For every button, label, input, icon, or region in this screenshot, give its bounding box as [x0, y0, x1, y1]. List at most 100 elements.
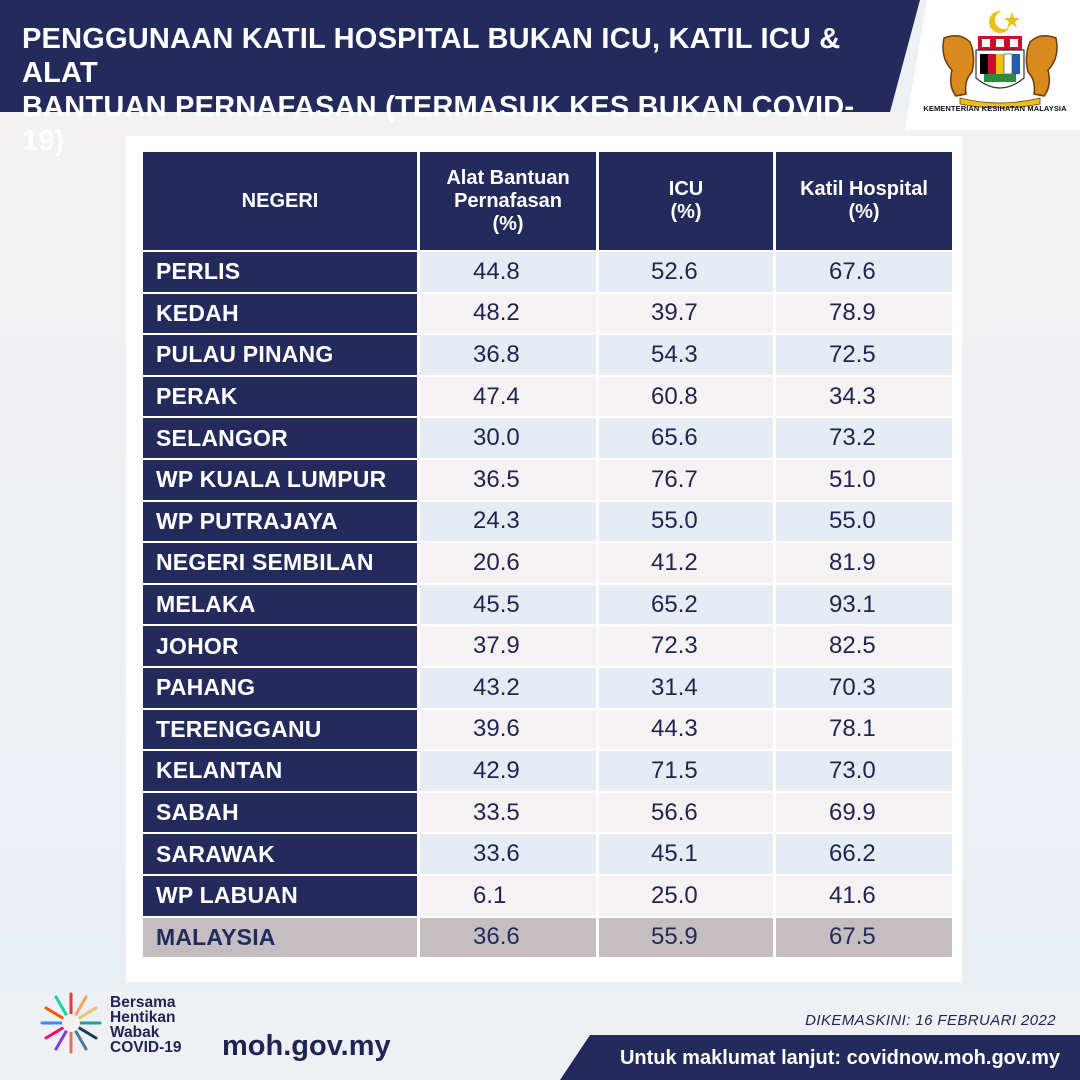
icu-value: 55.0	[651, 507, 698, 535]
table-header-row: NEGERI Alat Bantuan Pernafasan (%) ICU (…	[143, 152, 952, 250]
icu-value: 41.2	[651, 548, 698, 576]
hospital-cell: 73.2	[776, 418, 952, 458]
table-row: NEGERI SEMBILAN 20.6 41.2 81.9	[143, 543, 952, 583]
ventilator-cell: 30.0	[420, 418, 596, 458]
table-row: WP PUTRAJAYA 24.3 55.0 55.0	[143, 501, 952, 542]
icu-value: 65.2	[651, 590, 698, 618]
total-hospital-cell: 67.5	[776, 917, 952, 958]
state-cell: PAHANG	[143, 667, 417, 708]
more-info-link[interactable]: Untuk maklumat lanjut: covidnow.moh.gov.…	[619, 1047, 1060, 1069]
hospital-value: 41.6	[829, 881, 876, 909]
icu-value: 31.4	[651, 673, 698, 701]
icu-cell: 72.3	[599, 626, 773, 666]
table-row: JOHOR 37.9 72.3 82.5	[143, 626, 952, 666]
hospital-value: 93.1	[829, 590, 876, 618]
hospital-cell: 78.9	[776, 293, 952, 334]
ventilator-value: 43.2	[473, 673, 520, 701]
hospital-cell: 70.3	[776, 667, 952, 708]
table-row: PERLIS 44.8 52.6 67.6	[143, 252, 952, 292]
icu-value: 56.6	[651, 798, 698, 826]
state-cell: MELAKA	[143, 584, 417, 625]
icu-cell: 31.4	[599, 667, 773, 708]
hospital-cell: 67.6	[776, 252, 952, 292]
hospital-value: 81.9	[829, 548, 876, 576]
icu-cell: 45.1	[599, 834, 773, 874]
header-ventilator: Alat Bantuan Pernafasan (%)	[420, 152, 596, 250]
table-row: SABAH 33.5 56.6 69.9	[143, 792, 952, 833]
ventilator-value: 20.6	[473, 548, 520, 576]
hospital-value: 34.3	[829, 382, 876, 410]
table-row: WP KUALA LUMPUR 36.5 76.7 51.0	[143, 459, 952, 500]
icu-cell: 52.6	[599, 252, 773, 292]
state-cell: PERAK	[143, 376, 417, 417]
state-cell: SARAWAK	[143, 834, 417, 874]
hospital-cell: 72.5	[776, 335, 952, 375]
hospital-value: 73.2	[829, 424, 876, 452]
ventilator-value: 45.5	[473, 590, 520, 618]
hospital-value: 72.5	[829, 340, 876, 368]
hospital-cell: 41.6	[776, 875, 952, 916]
ventilator-value: 24.3	[473, 507, 520, 535]
hospital-cell: 55.0	[776, 501, 952, 542]
hospital-cell: 34.3	[776, 376, 952, 417]
hospital-cell: 73.0	[776, 751, 952, 791]
icu-cell: 65.6	[599, 418, 773, 458]
ventilator-value: 33.6	[473, 840, 520, 868]
icu-value: 45.1	[651, 840, 698, 868]
ventilator-value: 36.5	[473, 465, 520, 493]
campaign-line-2: Hentikan	[110, 1009, 176, 1026]
icu-cell: 41.2	[599, 543, 773, 583]
icu-value: 54.3	[651, 340, 698, 368]
header-state: NEGERI	[143, 152, 417, 250]
hospital-cell: 69.9	[776, 792, 952, 833]
ventilator-cell: 44.8	[420, 252, 596, 292]
icu-cell: 54.3	[599, 335, 773, 375]
ministry-name: KEMENTERIAN KESIHATAN MALAYSIA	[923, 104, 1067, 113]
hospital-cell: 93.1	[776, 584, 952, 625]
ventilator-cell: 36.5	[420, 459, 596, 500]
total-icu-value: 55.9	[651, 923, 698, 951]
icu-value: 76.7	[651, 465, 698, 493]
icu-value: 52.6	[651, 257, 698, 285]
total-state-cell: MALAYSIA	[143, 917, 417, 958]
ventilator-cell: 33.5	[420, 792, 596, 833]
state-cell: WP PUTRAJAYA	[143, 501, 417, 542]
ventilator-cell: 37.9	[420, 626, 596, 666]
table-row: TERENGGANU 39.6 44.3 78.1	[143, 709, 952, 750]
ventilator-value: 42.9	[473, 756, 520, 784]
ventilator-cell: 43.2	[420, 667, 596, 708]
ventilator-value: 37.9	[473, 632, 520, 660]
total-hospital-value: 67.5	[829, 923, 876, 951]
header-icu: ICU (%)	[599, 152, 773, 250]
hospital-value: 51.0	[829, 465, 876, 493]
header-hospital-line-2: (%)	[848, 201, 880, 223]
hospital-cell: 81.9	[776, 543, 952, 583]
campaign-text: Bersama Hentikan Wabak COVID-19	[110, 995, 220, 1056]
table-row: SELANGOR 30.0 65.6 73.2	[143, 418, 952, 458]
hospital-value: 55.0	[829, 507, 876, 535]
table-row: KELANTAN 42.9 71.5 73.0	[143, 751, 952, 791]
table-body: PERLIS 44.8 52.6 67.6 KEDAH 48.2 39.7 78…	[143, 252, 952, 958]
ventilator-cell: 33.6	[420, 834, 596, 874]
icu-value: 44.3	[651, 715, 698, 743]
header-ventilator-line-3: (%)	[492, 212, 524, 235]
covid-campaign-logo-icon	[38, 990, 104, 1056]
utilization-table: NEGERI Alat Bantuan Pernafasan (%) ICU (…	[140, 150, 955, 959]
state-cell: NEGERI SEMBILAN	[143, 543, 417, 583]
ministry-crest-icon	[930, 8, 1070, 120]
website-link[interactable]: moh.gov.my	[222, 1030, 391, 1062]
hospital-value: 70.3	[829, 673, 876, 701]
table-row: WP LABUAN 6.1 25.0 41.6	[143, 875, 952, 916]
icu-cell: 76.7	[599, 459, 773, 500]
ventilator-cell: 42.9	[420, 751, 596, 791]
state-cell: WP LABUAN	[143, 875, 417, 916]
hospital-cell: 78.1	[776, 709, 952, 750]
ventilator-value: 39.6	[473, 715, 520, 743]
header-state-label: NEGERI	[241, 189, 319, 212]
total-row: MALAYSIA 36.6 55.9 67.5	[143, 917, 952, 958]
total-ventilator-cell: 36.6	[420, 917, 596, 958]
table-row: PAHANG 43.2 31.4 70.3	[143, 667, 952, 708]
ventilator-value: 33.5	[473, 798, 520, 826]
total-ventilator-value: 36.6	[473, 923, 520, 951]
icu-value: 60.8	[651, 382, 698, 410]
